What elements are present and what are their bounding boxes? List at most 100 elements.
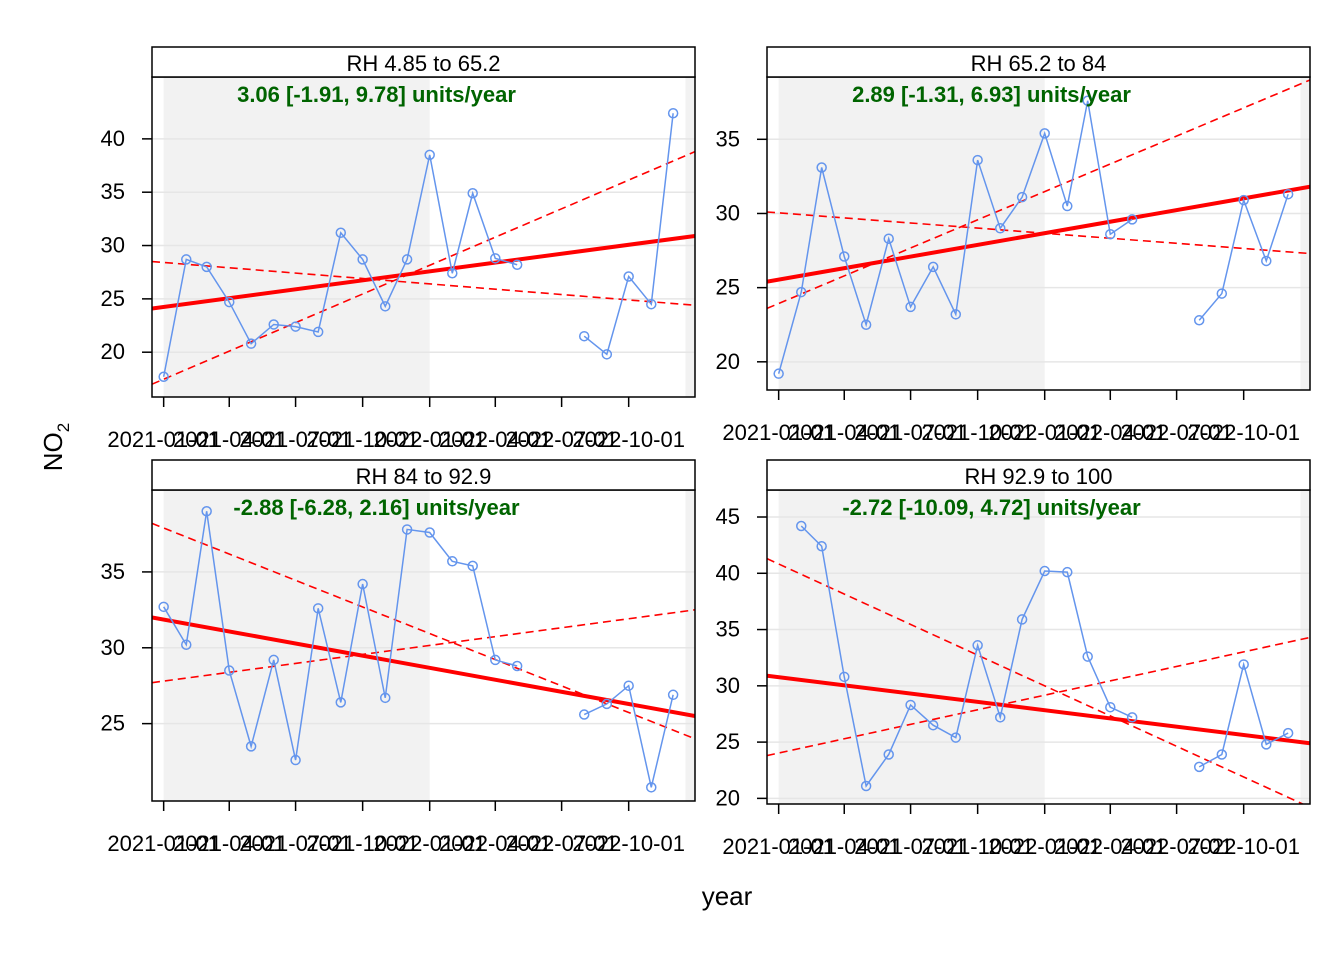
- data-point: [1261, 255, 1272, 267]
- panel-3: RH 84 to 92.9 -2.88 [-6.28, 2.16] units/y…: [101, 459, 696, 856]
- x-tick-label: 2022-07-01: [1120, 834, 1233, 859]
- data-point: [1282, 188, 1294, 200]
- x-tick-label: 2022-01-01: [988, 834, 1101, 859]
- data-point: [181, 254, 192, 265]
- x-tick-label: 2021-01-01: [107, 427, 220, 452]
- y-tick-label: 35: [716, 617, 740, 642]
- trend-line: [767, 673, 1310, 746]
- data-point: [357, 254, 368, 265]
- data-point: [447, 268, 458, 279]
- x-tick-label: 2022-10-01: [572, 831, 685, 856]
- shaded-period: [1300, 490, 1310, 804]
- x-tick-label: 2022-01-01: [988, 420, 1101, 445]
- y-tick-label: 20: [101, 339, 125, 364]
- data-point: [950, 309, 962, 320]
- x-tick-label: 2021-04-01: [788, 420, 901, 445]
- data-point: [883, 233, 894, 244]
- data-point: [646, 298, 657, 310]
- data-point: [268, 654, 279, 666]
- trend-annotation: -2.72 [-10.09, 4.72] units/year: [842, 495, 1141, 520]
- x-tick-label: 2022-10-01: [1187, 834, 1300, 859]
- data-point: [578, 330, 590, 342]
- data-point: [905, 699, 916, 711]
- series-line: [800, 525, 1133, 788]
- x-tick-label: 2021-10-01: [921, 834, 1034, 859]
- y-tick-label: 30: [101, 635, 125, 660]
- data-point: [796, 520, 807, 532]
- panel-1: RH 4.85 to 65.2 3.06 [-1.91, 9.78] units/…: [101, 46, 696, 452]
- x-tick-label: 2021-04-01: [173, 427, 286, 452]
- x-tick-label: 2022-07-01: [1120, 420, 1233, 445]
- strip-box: [151, 46, 696, 78]
- series-line: [162, 154, 518, 377]
- data-point: [816, 541, 827, 552]
- x-tick-label: 2022-04-01: [1054, 834, 1167, 859]
- x-tick-label: 2021-07-01: [854, 834, 967, 859]
- data-point: [467, 560, 478, 572]
- data-point: [646, 782, 657, 793]
- strip-box: [151, 459, 696, 491]
- y-tick-label: 40: [716, 560, 740, 585]
- data-point: [424, 149, 435, 161]
- y-tick-label: 35: [716, 126, 740, 151]
- shaded-period: [163, 77, 430, 397]
- data-point: [839, 251, 850, 262]
- series-line: [163, 511, 518, 761]
- data-point: [972, 640, 983, 651]
- x-tick-label: 2021-10-01: [921, 420, 1034, 445]
- data-point: [158, 371, 169, 382]
- data-point: [158, 601, 169, 613]
- x-tick-label: 2021-10-01: [306, 427, 419, 452]
- series-line: [1198, 193, 1289, 321]
- data-point: [839, 671, 850, 683]
- x-tick-label: 2022-01-01: [373, 427, 486, 452]
- data-point: [268, 319, 279, 330]
- data-point: [511, 259, 523, 270]
- data-point: [667, 689, 679, 701]
- x-tick-label: 2022-04-01: [439, 427, 552, 452]
- x-tick-label: 2021-01-01: [107, 831, 220, 856]
- y-tick-label: 25: [101, 286, 125, 311]
- data-point: [1082, 651, 1093, 662]
- data-point: [1126, 214, 1138, 225]
- trend-annotation: 2.89 [-1.31, 6.93] units/year: [852, 82, 1131, 107]
- data-point: [773, 368, 784, 379]
- x-tick-label: 2022-01-01: [373, 831, 486, 856]
- trend-annotation: 3.06 [-1.91, 9.78] units/year: [237, 82, 516, 107]
- x-tick-label: 2021-04-01: [788, 834, 901, 859]
- data-point: [1016, 614, 1028, 625]
- data-point: [181, 639, 192, 650]
- x-tick-label: 2021-10-01: [306, 831, 419, 856]
- data-point: [424, 527, 435, 538]
- data-point: [1193, 761, 1205, 773]
- data-point: [290, 321, 301, 332]
- y-tick-label: 40: [101, 126, 125, 151]
- confidence-line-2: [767, 636, 1310, 757]
- data-point: [312, 603, 324, 614]
- x-tick-label: 2021-04-01: [173, 831, 286, 856]
- data-point: [1216, 749, 1228, 760]
- y-axis-title: NO2: [38, 423, 73, 471]
- data-point: [601, 698, 613, 710]
- data-point: [224, 296, 235, 308]
- y-tick-label: 30: [716, 673, 740, 698]
- data-point: [1261, 739, 1272, 750]
- data-point: [1062, 566, 1073, 578]
- data-point: [1216, 288, 1228, 299]
- data-point: [401, 254, 413, 265]
- data-point: [796, 286, 807, 298]
- strip-box: [766, 459, 1311, 491]
- data-point: [1082, 95, 1093, 106]
- shaded-period: [1300, 77, 1310, 390]
- data-point: [1016, 191, 1028, 203]
- trend-line: [767, 184, 1310, 284]
- series-line: [777, 100, 1133, 374]
- data-point: [245, 338, 257, 349]
- data-point: [201, 505, 212, 517]
- data-point: [201, 261, 212, 273]
- data-point: [245, 741, 257, 752]
- data-point: [379, 301, 391, 312]
- data-point: [1193, 315, 1205, 326]
- data-point: [447, 556, 458, 567]
